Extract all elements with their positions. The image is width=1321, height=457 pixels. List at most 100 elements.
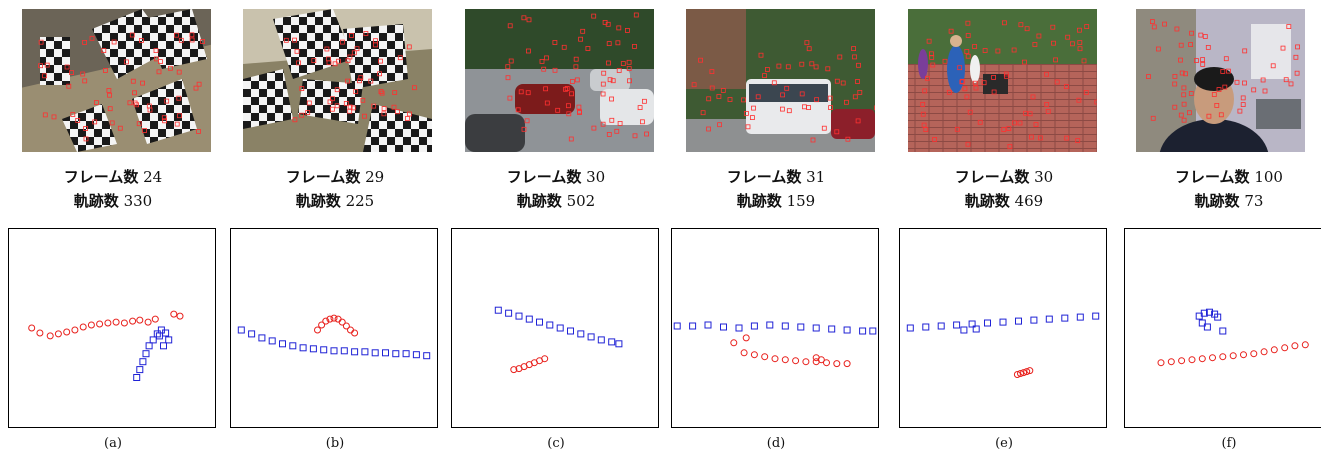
feature-point-marker xyxy=(189,32,195,38)
subfigure-label: (c) xyxy=(547,436,565,451)
feature-point-marker xyxy=(566,103,571,109)
feature-point-marker xyxy=(973,85,979,91)
feature-point-marker xyxy=(283,37,289,43)
feature-point-marker xyxy=(132,90,137,96)
square-point xyxy=(139,358,147,366)
square-point xyxy=(766,321,774,329)
feature-point-marker xyxy=(1181,92,1187,98)
feature-point-marker xyxy=(809,61,815,67)
feature-point-marker xyxy=(624,27,630,33)
feature-point-marker xyxy=(1069,41,1075,47)
panel-caption: フレーム数 29 軌跡数 225 xyxy=(230,165,440,213)
square-point xyxy=(361,348,369,356)
feature-point-marker xyxy=(411,85,417,91)
square-point xyxy=(968,320,976,328)
feature-point-marker xyxy=(806,46,812,52)
feature-point-marker xyxy=(173,32,179,38)
feature-point-marker xyxy=(776,63,782,69)
feature-point-marker xyxy=(1200,62,1206,67)
feature-point-marker xyxy=(1076,97,1082,103)
square-point xyxy=(320,346,328,354)
square-point xyxy=(515,312,523,320)
circle-point xyxy=(351,329,359,337)
feature-point-marker xyxy=(555,107,561,113)
square-point xyxy=(268,337,276,345)
scene-photo xyxy=(243,9,432,152)
frames-value: 24 xyxy=(143,168,163,186)
scene-photo xyxy=(1136,9,1305,152)
feature-point-marker xyxy=(189,37,195,43)
square-point xyxy=(237,326,245,334)
circle-point xyxy=(1219,353,1227,361)
frame-count: フレーム数 31 xyxy=(671,165,881,189)
feature-point-marker xyxy=(1288,81,1294,87)
circle-point xyxy=(781,356,789,364)
circle-point xyxy=(742,334,750,342)
feature-point-marker xyxy=(196,129,201,134)
feature-point-marker xyxy=(1083,90,1089,95)
feature-point-marker xyxy=(995,48,1001,54)
feature-point-marker xyxy=(977,119,983,125)
square-point xyxy=(906,324,914,332)
feature-point-marker xyxy=(964,94,970,100)
feature-point-marker xyxy=(762,73,767,78)
feature-point-marker xyxy=(633,12,639,18)
feature-point-marker xyxy=(368,78,374,84)
feature-point-marker xyxy=(856,62,861,68)
feature-point-marker xyxy=(109,120,115,126)
square-point xyxy=(279,340,286,348)
feature-point-marker xyxy=(600,91,606,97)
feature-point-marker xyxy=(1151,24,1157,30)
feature-point-marker xyxy=(716,94,722,99)
feature-point-marker xyxy=(552,67,558,73)
feature-point-marker xyxy=(70,112,76,117)
feature-point-marker xyxy=(606,60,611,66)
feature-point-marker xyxy=(857,90,863,95)
feature-point-marker xyxy=(609,96,615,102)
frames-value: 30 xyxy=(1034,168,1054,186)
circle-point xyxy=(63,328,71,336)
feature-point-marker xyxy=(1146,74,1151,79)
circle-point xyxy=(802,358,810,366)
feature-point-marker xyxy=(804,40,810,46)
feature-point-marker xyxy=(991,75,996,80)
circle-point xyxy=(334,315,342,323)
feature-point-marker xyxy=(1045,109,1051,114)
square-point xyxy=(704,321,712,329)
feature-point-marker xyxy=(717,122,723,128)
feature-point-marker xyxy=(521,126,527,132)
feature-point-marker xyxy=(1007,144,1013,149)
feature-point-marker xyxy=(139,38,144,43)
feature-point-marker xyxy=(38,39,44,45)
feature-point-marker xyxy=(156,69,162,75)
feature-point-marker xyxy=(982,48,988,53)
panel-b: フレーム数 29 軌跡数 225 (b) xyxy=(230,0,440,457)
feature-point-marker xyxy=(379,90,385,96)
square-point xyxy=(673,322,681,330)
feature-point-marker xyxy=(967,109,973,115)
feature-point-marker xyxy=(954,126,960,132)
circle-point xyxy=(176,312,184,320)
feature-point-marker xyxy=(942,58,948,64)
square-point xyxy=(1203,323,1211,331)
feature-point-marker xyxy=(1181,117,1187,123)
tracks-label: 軌跡数 xyxy=(736,192,782,210)
feature-point-marker xyxy=(44,62,50,68)
feature-point-marker xyxy=(178,37,184,43)
square-point xyxy=(750,322,758,330)
square-point xyxy=(402,350,410,358)
circle-point xyxy=(322,317,330,325)
feature-point-marker xyxy=(632,133,638,139)
feature-point-marker xyxy=(539,59,545,64)
feature-point-marker xyxy=(326,56,331,62)
square-point xyxy=(536,318,543,326)
square-point xyxy=(828,325,836,333)
feature-point-marker xyxy=(750,115,755,120)
square-point xyxy=(720,323,727,331)
feature-point-marker xyxy=(1037,135,1043,141)
feature-point-marker xyxy=(1030,94,1036,100)
feature-point-marker xyxy=(324,46,330,52)
square-point xyxy=(248,330,256,338)
circle-point xyxy=(1240,351,1247,359)
feature-point-marker xyxy=(164,98,170,104)
